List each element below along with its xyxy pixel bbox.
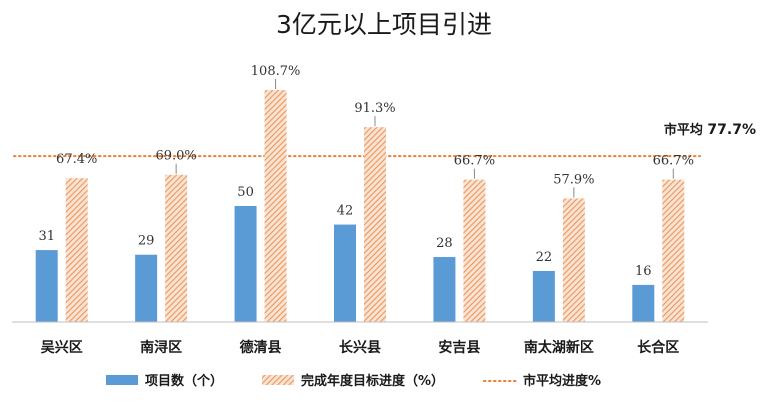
bar-progress xyxy=(264,90,287,322)
bar-project-count xyxy=(632,284,655,322)
label-progress: 69.0% xyxy=(155,149,196,164)
average-label: 市平均 77.7% xyxy=(664,122,756,138)
bar-project-count xyxy=(433,257,456,322)
label-project-count: 16 xyxy=(635,264,652,279)
label-progress: 66.7% xyxy=(653,154,694,169)
label-project-count: 22 xyxy=(536,250,553,265)
label-progress: 57.9% xyxy=(553,172,594,187)
legend-label-average: 市平均进度% xyxy=(523,373,601,389)
category-label: 南浔区 xyxy=(140,339,182,356)
label-project-count: 28 xyxy=(436,236,453,251)
bar-project-count xyxy=(35,250,58,322)
bar-progress xyxy=(65,178,88,322)
bar-project-count xyxy=(135,254,158,322)
plot-area: 市平均 77.7% 31 67.4% 吴兴区 29 69.0% 南浔区 50 108.7% 德清县… xyxy=(13,64,756,356)
bar-progress xyxy=(364,127,386,322)
legend-label-project-count: 项目数（个） xyxy=(145,373,223,389)
category-label: 南太湖新区 xyxy=(524,339,594,356)
bar-project-count xyxy=(532,270,555,322)
category-label: 吴兴区 xyxy=(41,339,83,356)
bar-progress xyxy=(165,174,188,322)
label-project-count: 42 xyxy=(337,204,354,219)
category-label: 德清县 xyxy=(240,339,282,356)
legend-label-progress: 完成年度目标进度（%） xyxy=(301,373,444,389)
label-progress: 108.7% xyxy=(251,64,301,79)
category-label: 长合区 xyxy=(637,339,679,356)
label-progress: 91.3% xyxy=(354,101,395,116)
category-label: 长兴县 xyxy=(339,339,381,356)
label-project-count: 50 xyxy=(237,185,254,200)
chart-title: 3亿元以上项目引进 xyxy=(276,10,492,39)
label-progress: 66.7% xyxy=(454,154,495,169)
category-label: 安吉县 xyxy=(438,339,480,356)
legend: 项目数（个） 完成年度目标进度（%） 市平均进度% xyxy=(106,373,601,389)
legend-swatch-project-count xyxy=(106,375,138,385)
label-project-count: 31 xyxy=(38,229,55,244)
average-label-prefix: 市平均 xyxy=(664,122,708,138)
bar-project-count xyxy=(334,224,356,322)
bar-progress xyxy=(463,179,486,322)
label-project-count: 29 xyxy=(138,234,155,249)
bar-project-count xyxy=(234,206,257,322)
average-label-value: 77.7% xyxy=(707,122,756,138)
legend-swatch-progress xyxy=(262,375,294,385)
label-progress: 67.4% xyxy=(56,152,97,167)
bar-progress xyxy=(562,198,585,322)
bar-progress xyxy=(662,179,685,322)
